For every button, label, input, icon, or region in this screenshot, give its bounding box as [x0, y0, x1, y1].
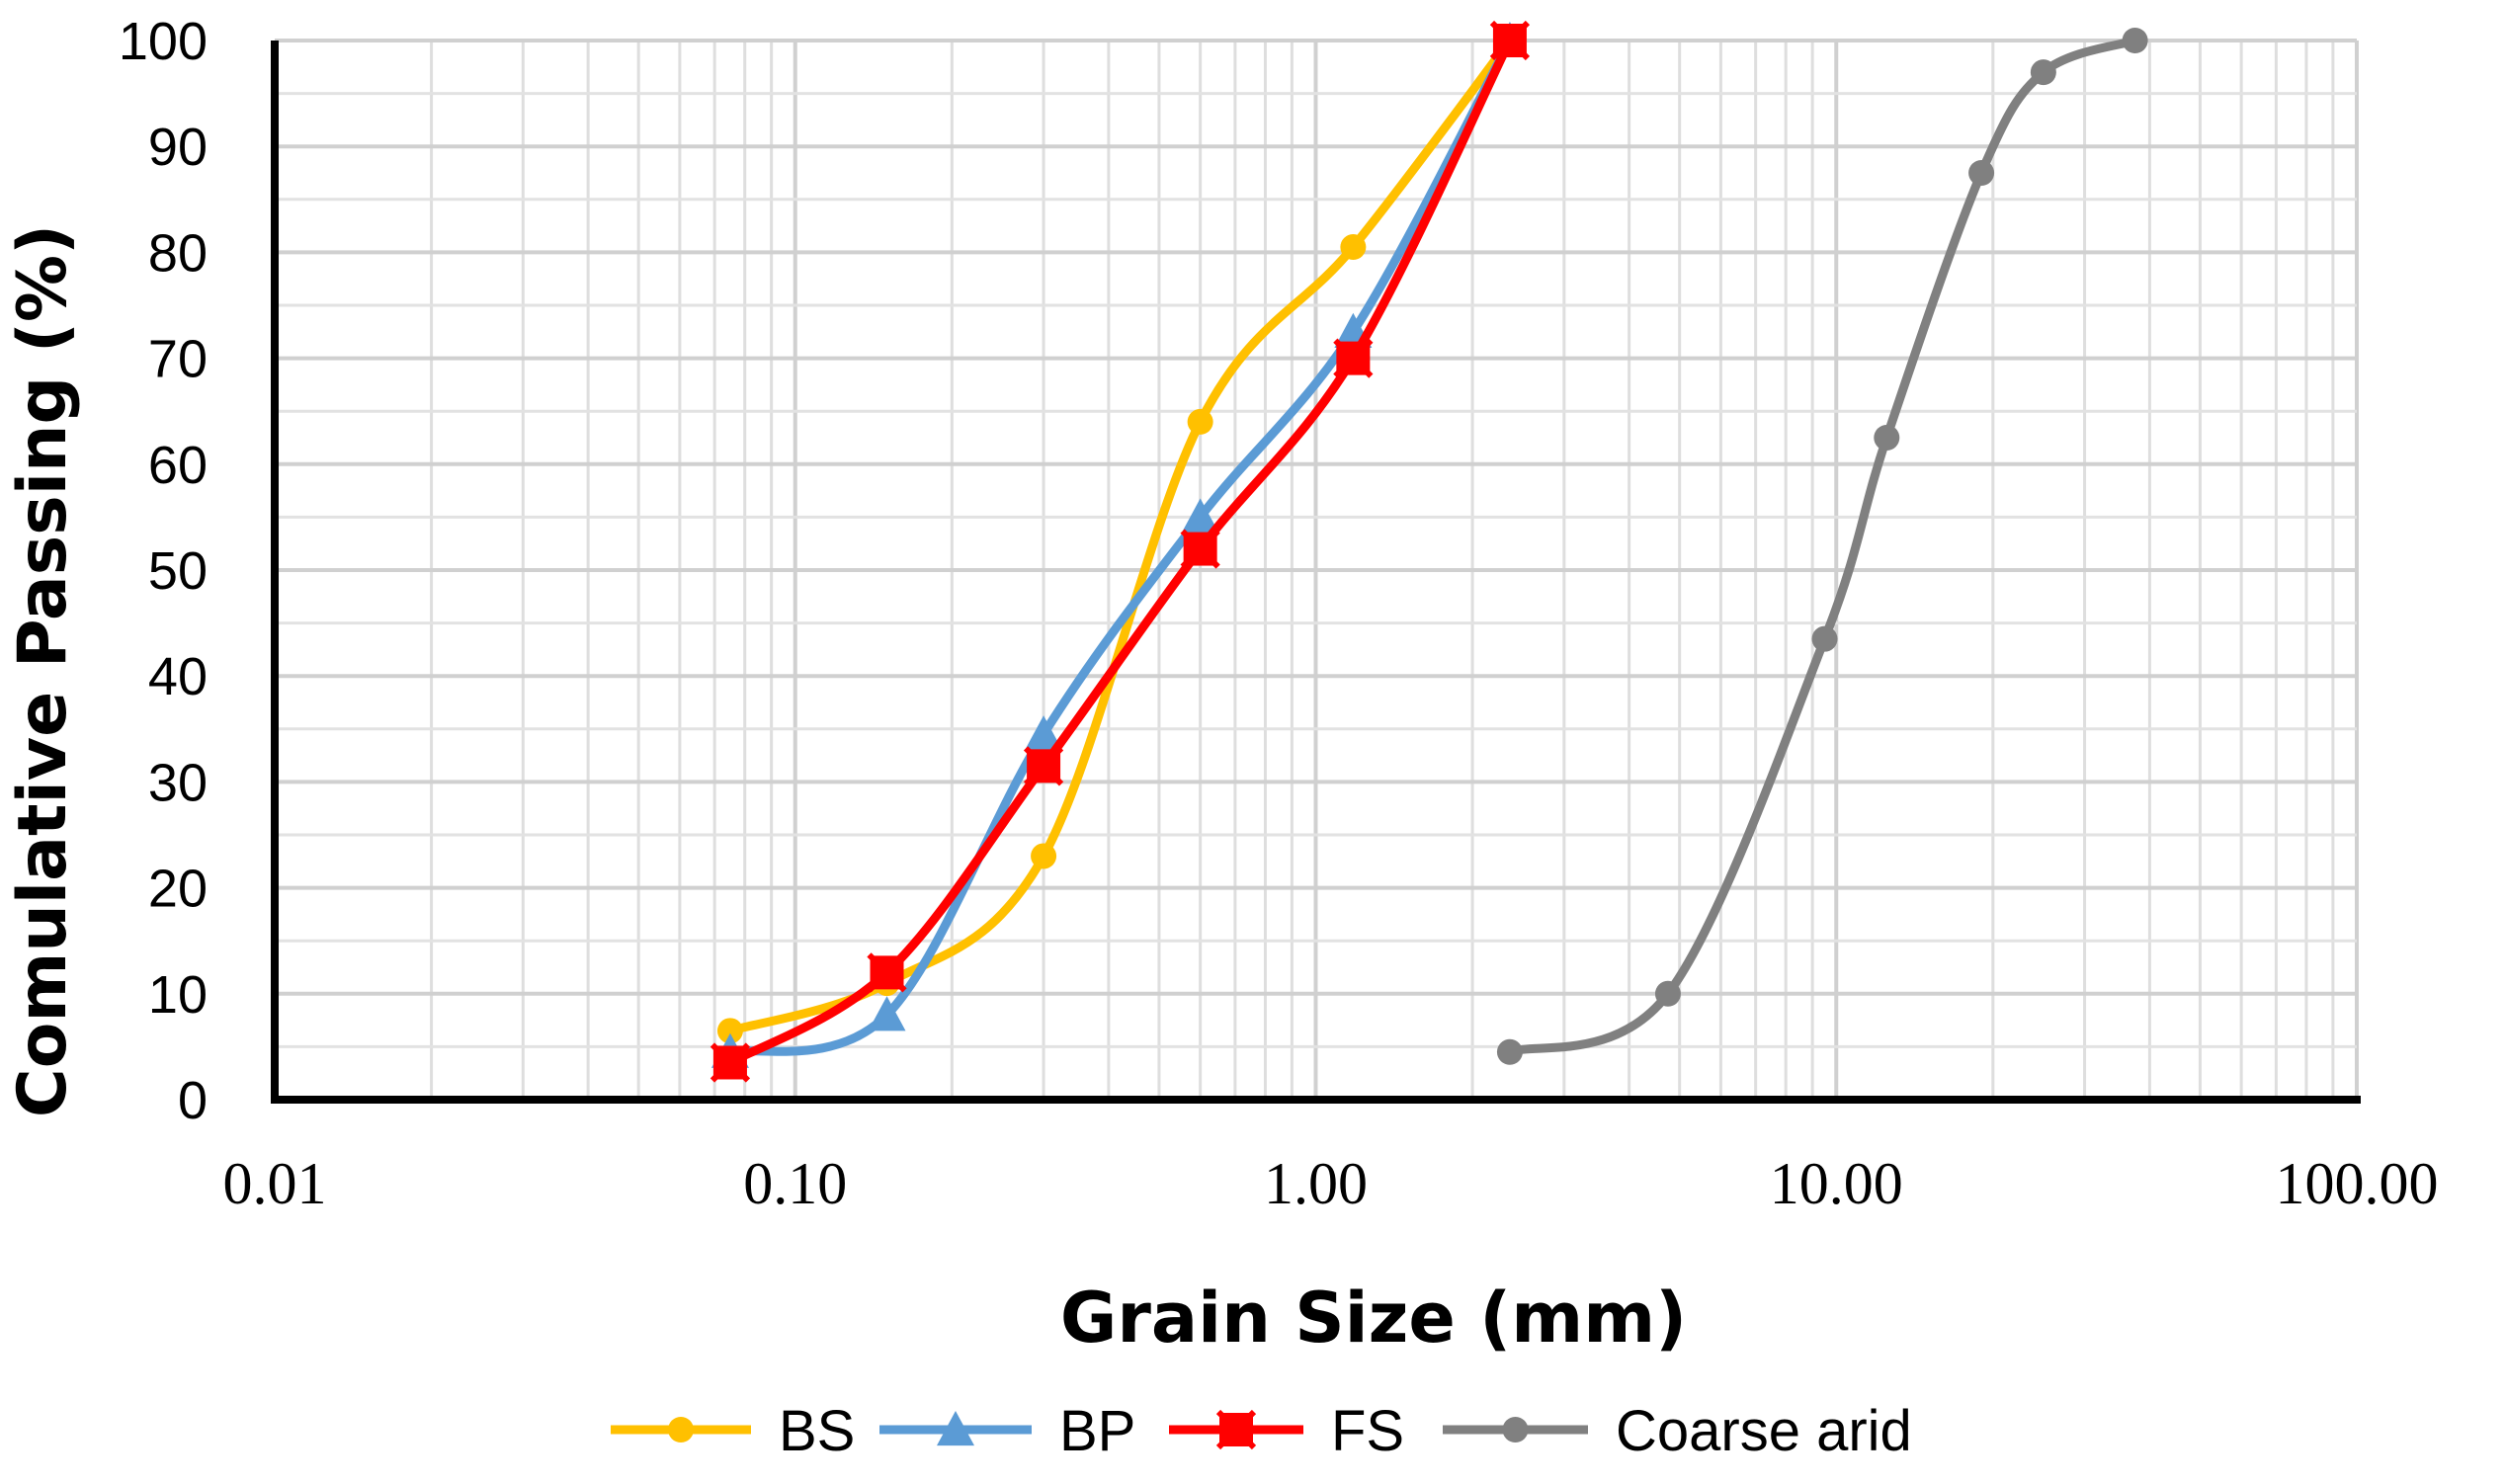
x-tick-label: 0.10: [743, 1151, 847, 1216]
data-point-fs: [1333, 338, 1374, 378]
legend: BS BP FS Coarse arid: [611, 1399, 1912, 1463]
legend-marker-bp: [937, 1411, 974, 1446]
legend-label-bs: BS: [779, 1399, 855, 1463]
legend-marker-fs: [1215, 1409, 1257, 1450]
x-tick-label: 1.00: [1264, 1151, 1368, 1216]
data-point-coarse-arid: [1874, 425, 1900, 451]
data-point-coarse-arid: [1496, 1038, 1523, 1065]
marker-x: [1023, 746, 1064, 786]
y-axis-title: Comulative Passing (%): [4, 224, 82, 1117]
gridlines: [275, 39, 2359, 1102]
legend-entry-coarse-arid: Coarse arid: [1443, 1399, 1912, 1463]
marker-x: [1489, 20, 1531, 61]
y-tick-label: 50: [148, 541, 208, 601]
series-fs: [710, 20, 1531, 1083]
marker-x: [1333, 338, 1374, 378]
data-point-bs: [1031, 843, 1057, 869]
legend-entry-bp: BP: [879, 1399, 1135, 1463]
legend-entry-fs: FS: [1169, 1399, 1404, 1463]
data-point-coarse-arid: [1968, 160, 1995, 186]
y-tick-label: 90: [148, 118, 208, 177]
data-point-fs: [1023, 746, 1064, 786]
axes: [271, 41, 2361, 1104]
y-tick-label: 100: [119, 12, 208, 71]
legend-entry-bs: BS: [611, 1399, 855, 1463]
data-point-coarse-arid: [1811, 625, 1838, 652]
y-tick-label: 10: [148, 965, 208, 1025]
data-point-bs: [1340, 234, 1367, 261]
y-tick-label: 20: [148, 860, 208, 919]
data-point-fs: [1489, 20, 1531, 61]
data-point-coarse-arid: [2030, 59, 2056, 86]
x-tick-label: 0.01: [223, 1151, 327, 1216]
data-point-fs: [710, 1042, 751, 1083]
x-tick-labels: 0.01 0.10 1.00 10.00 100.00: [223, 1151, 2439, 1216]
series-coarse-arid: [1496, 28, 2148, 1065]
marker-x: [1180, 529, 1220, 569]
data-point-coarse-arid: [1654, 980, 1681, 1007]
y-tick-labels: 0 10 20 30 40 50 60 70 80 90 100: [119, 12, 208, 1130]
data-series: [710, 20, 2148, 1083]
y-tick-label: 70: [148, 330, 208, 389]
marker-x: [710, 1042, 751, 1083]
data-point-fs: [1180, 529, 1220, 569]
y-tick-label: 40: [148, 647, 208, 706]
data-point-fs: [867, 952, 907, 993]
x-tick-label: 100.00: [2276, 1151, 2439, 1216]
legend-marker-coarse-arid: [1502, 1417, 1529, 1443]
y-tick-label: 0: [178, 1071, 208, 1130]
data-point-coarse-arid: [2122, 28, 2148, 53]
legend-marker-bs: [668, 1417, 694, 1443]
marker-x: [1215, 1409, 1257, 1450]
y-tick-label: 30: [148, 753, 208, 812]
legend-label-bp: BP: [1059, 1399, 1135, 1463]
marker-x: [867, 952, 907, 993]
legend-label-coarse-arid: Coarse arid: [1616, 1399, 1912, 1463]
data-point-bp: [1181, 498, 1219, 534]
x-axis-title: Grain Size (mm): [1060, 1278, 1687, 1359]
x-tick-label: 10.00: [1770, 1151, 1903, 1216]
data-point-bs: [1187, 408, 1213, 435]
y-tick-label: 60: [148, 436, 208, 495]
legend-label-fs: FS: [1331, 1399, 1404, 1463]
data-point-bp: [1025, 715, 1063, 751]
y-tick-label: 80: [148, 223, 208, 283]
data-point-bs: [716, 1018, 743, 1044]
data-point-bp: [868, 996, 906, 1031]
